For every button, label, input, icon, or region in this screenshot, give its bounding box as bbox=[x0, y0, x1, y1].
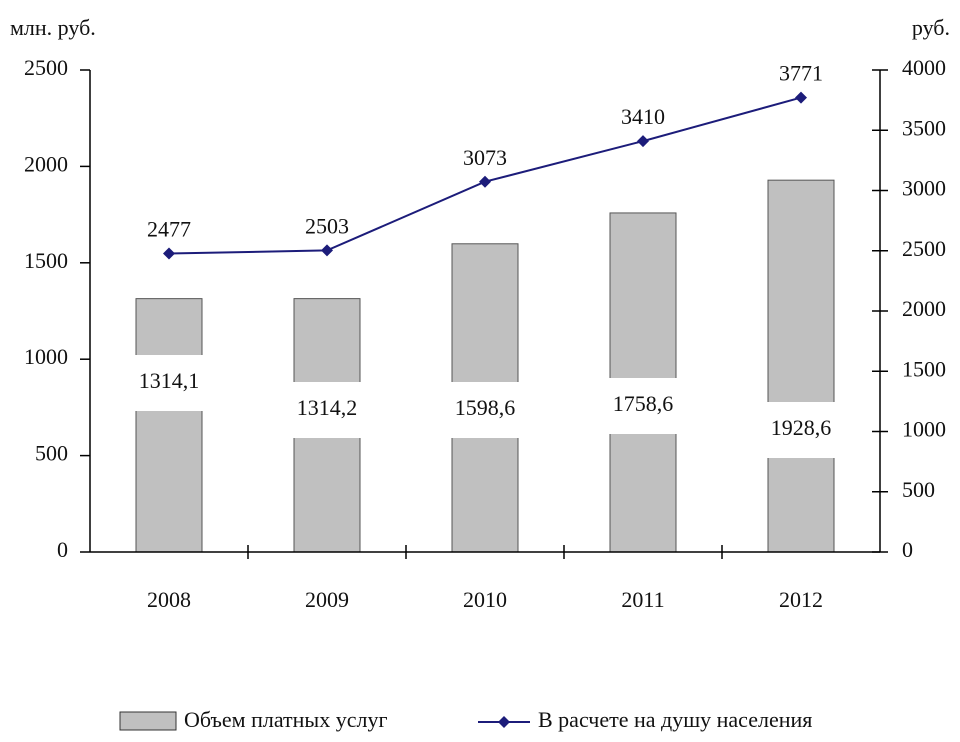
legend-label: В расчете на душу населения bbox=[538, 707, 812, 732]
legend-label: Объем платных услуг bbox=[184, 707, 387, 732]
y-tick-label: 0 bbox=[57, 537, 68, 562]
bar-value-label: 1928,6 bbox=[771, 415, 832, 440]
line-value-label: 2477 bbox=[147, 217, 191, 242]
y-tick-label: 2500 bbox=[24, 55, 68, 80]
label-background bbox=[445, 382, 525, 438]
line-value-label: 3073 bbox=[463, 145, 507, 170]
y2-tick-label: 3500 bbox=[902, 115, 946, 140]
y2-axis-label: руб. bbox=[912, 15, 950, 40]
line-value-label: 2503 bbox=[305, 213, 349, 238]
x-tick-label: 2012 bbox=[779, 587, 823, 612]
y2-tick-label: 3000 bbox=[902, 176, 946, 201]
x-tick-label: 2011 bbox=[621, 587, 664, 612]
line-value-label: 3410 bbox=[621, 104, 665, 129]
y-tick-label: 1000 bbox=[24, 344, 68, 369]
bar bbox=[767, 179, 835, 553]
line-marker bbox=[479, 175, 491, 188]
x-tick-label: 2008 bbox=[147, 587, 191, 612]
bar-value-label: 1314,2 bbox=[297, 395, 358, 420]
y2-tick-label: 2500 bbox=[902, 236, 946, 261]
legend-marker bbox=[498, 716, 510, 728]
y-axis-label: млн. руб. bbox=[10, 15, 96, 40]
line bbox=[168, 96, 802, 255]
y-tick-label: 2000 bbox=[24, 151, 68, 176]
x-tick-label: 2010 bbox=[463, 587, 507, 612]
bar bbox=[135, 298, 203, 553]
bar-value-label: 1314,1 bbox=[139, 368, 200, 393]
x-tick-label: 2009 bbox=[305, 587, 349, 612]
label-background bbox=[761, 402, 841, 458]
label-background bbox=[603, 378, 683, 434]
label-background bbox=[287, 382, 367, 438]
line-marker bbox=[163, 247, 175, 260]
y2-tick-label: 4000 bbox=[902, 55, 946, 80]
y-tick-label: 500 bbox=[35, 441, 68, 466]
line-marker bbox=[321, 244, 333, 257]
y-tick-label: 1500 bbox=[24, 248, 68, 273]
label-background bbox=[129, 355, 209, 411]
line-marker bbox=[795, 91, 807, 104]
bar-value-label: 1598,6 bbox=[455, 395, 516, 420]
y2-tick-label: 1000 bbox=[902, 417, 946, 442]
line-value-label: 3771 bbox=[779, 61, 823, 86]
line-marker bbox=[637, 135, 649, 148]
y2-tick-label: 1500 bbox=[902, 356, 946, 381]
y2-tick-label: 2000 bbox=[902, 296, 946, 321]
y2-tick-label: 0 bbox=[902, 537, 913, 562]
y2-tick-label: 500 bbox=[902, 477, 935, 502]
legend-swatch bbox=[119, 711, 177, 731]
bar-value-label: 1758,6 bbox=[613, 391, 674, 416]
